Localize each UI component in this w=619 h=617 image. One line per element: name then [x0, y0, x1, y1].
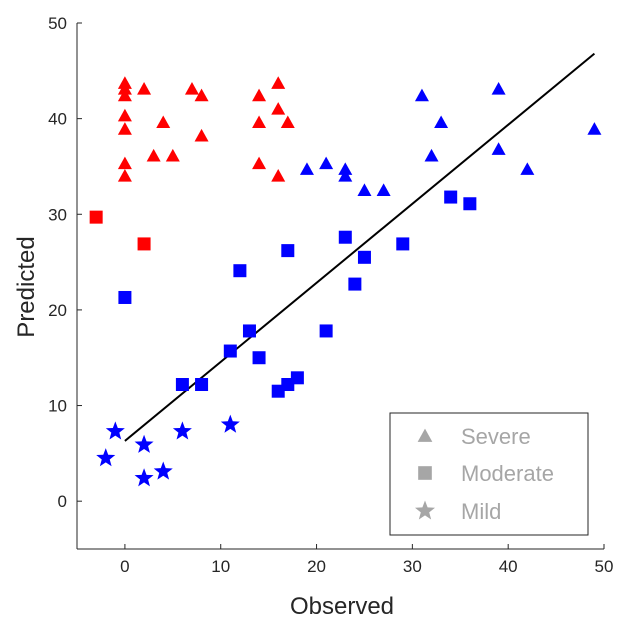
legend-label-moderate: Moderate	[461, 461, 554, 486]
fit-line	[124, 52, 596, 442]
blue-square-marker	[396, 237, 410, 251]
red-triangle-marker	[156, 115, 171, 129]
legend: Severe Moderate Mild	[389, 412, 589, 536]
blue-square-marker	[463, 197, 477, 211]
blue-triangle-marker	[299, 162, 314, 175]
red-triangle-marker	[271, 76, 286, 89]
red-triangle-marker	[271, 169, 286, 182]
blue-square-marker	[348, 277, 362, 291]
x-tick-label: 40	[499, 557, 518, 576]
x-tick-label: 10	[211, 557, 230, 576]
blue-triangle-marker	[520, 162, 535, 175]
blue-square-marker	[281, 244, 295, 258]
blue-triangle-marker	[491, 81, 506, 95]
blue-square-marker	[118, 290, 132, 304]
blue-triangle-marker	[338, 169, 353, 182]
blue-triangle-marker	[338, 162, 353, 175]
legend-square-icon	[418, 466, 432, 480]
legend-star-icon	[415, 500, 435, 520]
red-triangle-marker	[271, 102, 286, 115]
blue-square-marker	[233, 264, 247, 278]
blue-triangle-marker	[357, 183, 372, 196]
blue-star-marker	[134, 468, 154, 487]
tick-labels: 0 10 20 30 40 50 0 10 20 30 40 50	[48, 14, 613, 576]
red-triangle-marker	[117, 88, 132, 102]
blue-star-marker	[220, 414, 240, 433]
blue-square-marker	[195, 378, 209, 392]
x-tick-label: 30	[403, 557, 422, 576]
blue-square-marker	[444, 190, 458, 204]
legend-triangle-icon	[417, 428, 433, 442]
red-square-marker	[137, 237, 151, 251]
blue-star-marker	[96, 448, 116, 467]
red-triangle-marker	[194, 88, 209, 102]
legend-label-mild: Mild	[461, 499, 501, 524]
red-triangle-marker	[117, 122, 132, 135]
x-tick-label: 0	[120, 557, 129, 576]
blue-square-marker	[175, 378, 189, 392]
red-triangle-marker	[117, 81, 132, 95]
blue-star-marker	[105, 421, 125, 440]
y-tick-label: 50	[48, 14, 67, 33]
red-triangle-marker	[146, 148, 161, 162]
red-square-marker	[89, 210, 103, 224]
blue-square-marker	[319, 324, 333, 338]
axis-ticks	[77, 22, 605, 549]
x-tick-label: 50	[595, 557, 614, 576]
red-triangle-marker	[184, 81, 199, 95]
data-markers	[89, 76, 602, 487]
y-tick-label: 10	[48, 397, 67, 416]
legend-label-severe: Severe	[461, 424, 531, 449]
red-triangle-marker	[252, 156, 267, 170]
y-tick-label: 0	[58, 492, 67, 511]
x-axis-label: Observed	[290, 593, 394, 617]
blue-square-marker	[338, 230, 352, 244]
blue-square-marker	[223, 344, 237, 358]
blue-triangle-marker	[414, 88, 429, 102]
y-tick-label: 30	[48, 205, 67, 224]
blue-triangle-marker	[491, 142, 506, 155]
blue-triangle-marker	[319, 156, 334, 170]
red-triangle-marker	[117, 108, 132, 122]
red-triangle-marker	[117, 156, 132, 170]
blue-triangle-marker	[376, 183, 391, 196]
red-triangle-marker	[252, 88, 267, 102]
blue-square-marker	[290, 371, 304, 385]
blue-triangle-marker	[434, 115, 449, 129]
blue-star-marker	[172, 421, 192, 440]
blue-star-marker	[153, 461, 173, 480]
blue-triangle-marker	[424, 148, 439, 162]
red-triangle-marker	[252, 115, 267, 129]
y-tick-label: 20	[48, 301, 67, 320]
x-tick-label: 20	[307, 557, 326, 576]
blue-square-marker	[242, 324, 256, 338]
red-triangle-marker	[137, 81, 152, 95]
blue-square-marker	[252, 351, 266, 365]
blue-square-marker	[357, 250, 371, 264]
blue-star-marker	[134, 434, 154, 453]
red-triangle-marker	[280, 115, 295, 129]
red-triangle-marker	[117, 169, 132, 182]
y-tick-label: 40	[48, 110, 67, 129]
red-triangle-marker	[194, 128, 209, 142]
blue-triangle-marker	[587, 122, 602, 135]
red-triangle-marker	[165, 148, 180, 162]
y-axis-label: Predicted	[13, 236, 40, 337]
